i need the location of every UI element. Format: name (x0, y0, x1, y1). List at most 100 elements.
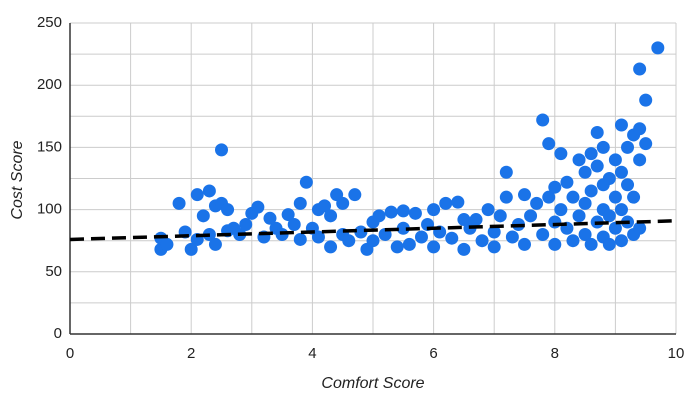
trendline (69, 219, 677, 242)
point (530, 196, 544, 210)
point (469, 213, 483, 227)
point (566, 234, 580, 248)
point (196, 209, 210, 223)
point (524, 209, 538, 223)
y-tick-label: 50 (45, 263, 62, 280)
point (590, 125, 604, 139)
point (614, 165, 628, 179)
point (548, 180, 562, 194)
point (578, 196, 592, 210)
point (633, 153, 647, 167)
point (578, 165, 592, 179)
x-tick-label: 6 (429, 345, 437, 362)
point (602, 209, 616, 223)
x-tick-label: 0 (66, 345, 74, 362)
point (614, 234, 628, 248)
x-tick-label: 8 (551, 345, 559, 362)
point (427, 240, 441, 254)
point (633, 62, 647, 76)
point (311, 230, 325, 244)
point (396, 221, 410, 235)
point (572, 153, 586, 167)
point (572, 209, 586, 223)
point (578, 227, 592, 241)
x-tick-label: 2 (187, 345, 195, 362)
point (451, 195, 465, 209)
point (184, 242, 198, 256)
point (499, 165, 513, 179)
point (639, 93, 653, 107)
point (445, 231, 459, 245)
point (318, 199, 332, 213)
point (263, 211, 277, 225)
point (505, 230, 519, 244)
point (542, 137, 556, 151)
point (536, 227, 550, 241)
point (293, 196, 307, 210)
x-tick-label: 4 (308, 345, 316, 362)
point (487, 225, 501, 239)
point (548, 237, 562, 251)
point (208, 237, 222, 251)
point (287, 218, 301, 232)
point (584, 147, 598, 161)
point (366, 234, 380, 248)
point (402, 237, 416, 251)
point (590, 159, 604, 173)
point (487, 240, 501, 254)
point (639, 137, 653, 151)
y-tick-label: 200 (37, 76, 62, 93)
point (348, 188, 362, 202)
point (342, 234, 356, 248)
point (408, 206, 422, 220)
point (566, 190, 580, 204)
point (499, 190, 513, 204)
point (608, 153, 622, 167)
point (584, 237, 598, 251)
point (293, 232, 307, 246)
point (324, 240, 338, 254)
x-axis-title: Comfort Score (321, 375, 424, 392)
point (396, 204, 410, 218)
point (596, 140, 610, 154)
point (384, 205, 398, 219)
point (202, 184, 216, 198)
point (518, 188, 531, 202)
point (239, 218, 253, 232)
point (602, 172, 616, 185)
point (324, 209, 338, 223)
point (651, 41, 665, 55)
point (621, 140, 635, 154)
y-tick-label: 150 (37, 138, 62, 155)
point (190, 188, 204, 202)
point (633, 122, 647, 136)
point (621, 178, 635, 192)
point (390, 240, 404, 254)
point (633, 221, 647, 235)
point (554, 147, 568, 161)
point (172, 196, 186, 210)
point (221, 203, 235, 217)
y-tick-label: 100 (37, 201, 62, 218)
point (160, 237, 174, 251)
point (542, 190, 556, 204)
point (548, 215, 562, 229)
point (414, 230, 428, 244)
point (336, 196, 350, 210)
point (215, 143, 228, 157)
point (299, 175, 313, 189)
point (493, 209, 507, 223)
point (439, 196, 453, 210)
point (602, 237, 616, 251)
point (614, 203, 628, 217)
x-tick-label: 10 (668, 345, 685, 362)
point (372, 209, 386, 223)
point (627, 190, 641, 204)
point (560, 175, 574, 189)
y-tick-label: 0 (54, 325, 62, 342)
point (608, 190, 622, 204)
point (536, 113, 550, 127)
point (475, 234, 489, 248)
